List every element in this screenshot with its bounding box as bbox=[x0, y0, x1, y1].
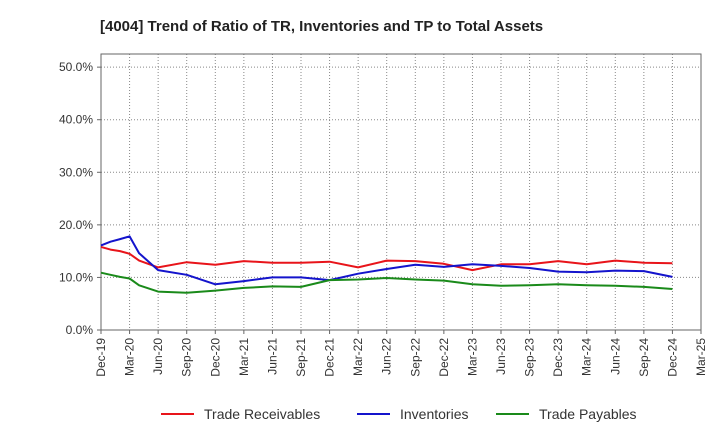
y-tick-label: 10.0% bbox=[59, 270, 93, 284]
x-tick-label: Jun-20 bbox=[151, 338, 165, 375]
x-tick-label: Mar-25 bbox=[694, 338, 708, 376]
x-tick-label: Jun-22 bbox=[380, 338, 394, 375]
x-tick-label: Mar-22 bbox=[351, 338, 365, 376]
x-tick-label: Sep-23 bbox=[523, 338, 537, 377]
x-tick-label: Mar-21 bbox=[237, 338, 251, 376]
x-tick-label: Jun-21 bbox=[265, 338, 279, 375]
series-line-1 bbox=[100, 235, 673, 286]
series-lines bbox=[100, 235, 673, 294]
x-tick-label: Dec-20 bbox=[208, 338, 222, 377]
x-tick-label: Mar-20 bbox=[123, 338, 137, 376]
x-tick-label: Dec-21 bbox=[323, 338, 337, 377]
x-tick-label: Dec-22 bbox=[437, 338, 451, 377]
y-tick-label: 20.0% bbox=[59, 218, 93, 232]
x-tick-label: Sep-21 bbox=[294, 338, 308, 377]
x-tick-label: Sep-20 bbox=[180, 338, 194, 377]
x-tick-label: Dec-24 bbox=[665, 338, 679, 377]
y-tick-label: 50.0% bbox=[59, 60, 93, 74]
x-tick-label: Dec-23 bbox=[551, 338, 565, 377]
series-line-0 bbox=[100, 245, 673, 272]
plot-frame bbox=[100, 53, 702, 331]
chart-title: [4004] Trend of Ratio of TR, Inventories… bbox=[100, 18, 543, 35]
grid bbox=[100, 54, 702, 331]
series-line-2 bbox=[100, 271, 673, 294]
legend: Trade Receivables Inventories Trade Payabl… bbox=[161, 406, 637, 422]
x-tick-label: Dec-19 bbox=[94, 338, 108, 377]
x-tick-label: Sep-24 bbox=[637, 338, 651, 377]
y-tick-label: 30.0% bbox=[59, 165, 93, 179]
x-tick-label: Jun-23 bbox=[494, 338, 508, 375]
y-axis: 0.0% 10.0% 20.0% 30.0% 40.0% 50.0% bbox=[59, 60, 101, 337]
x-tick-label: Sep-22 bbox=[408, 338, 422, 377]
legend-label: Inventories bbox=[400, 406, 468, 422]
legend-label: Trade Payables bbox=[539, 406, 637, 422]
x-tick-label: Mar-23 bbox=[465, 338, 479, 376]
y-tick-label: 0.0% bbox=[66, 323, 94, 337]
y-tick-label: 40.0% bbox=[59, 113, 93, 127]
x-tick-label: Mar-24 bbox=[580, 338, 594, 376]
x-tick-label: Jun-24 bbox=[608, 338, 622, 375]
legend-label: Trade Receivables bbox=[204, 406, 320, 422]
x-axis: Dec-19 Mar-20 Jun-20 Sep-20 Dec-20 Mar-21 Jun-… bbox=[94, 330, 708, 377]
